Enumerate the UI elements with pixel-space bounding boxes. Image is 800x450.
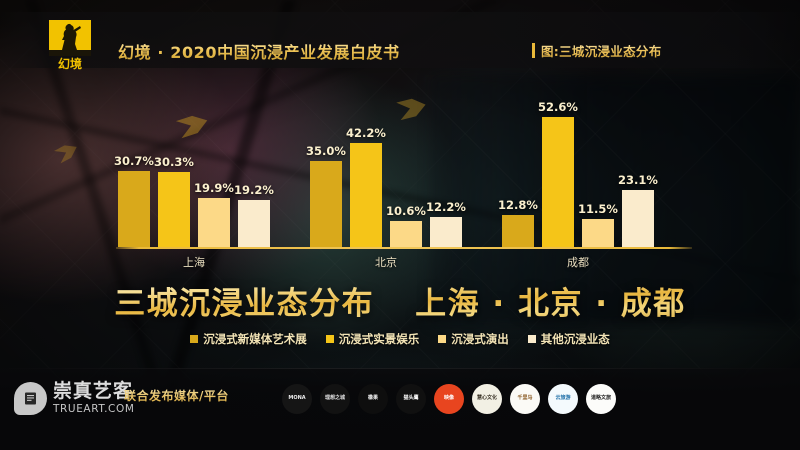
footer-divider	[0, 368, 800, 369]
bar-上海-沉浸式实景娱乐	[158, 172, 190, 247]
partner-logo-caption: 云旅游	[555, 395, 571, 402]
figure-caption: 图:三城沉浸业态分布	[532, 41, 662, 60]
legend-item-3[interactable]: 其他沉浸业态	[527, 331, 610, 347]
partner-logo-caption: 橡果	[367, 395, 378, 402]
bar-成都-沉浸式实景娱乐	[542, 117, 574, 247]
speech-bubble-icon	[14, 382, 47, 415]
partner-ideal-city-logo-icon[interactable]: 理想之城	[320, 384, 350, 414]
partner-logo-caption: 映像	[443, 395, 454, 402]
bar-value-label: 12.8%	[498, 198, 538, 212]
partner-logo-row: MONA 理想之城 橡果 猫头鹰 映像 慧心文化 千里马 云旅游 道略文旅	[282, 384, 616, 414]
partner-huixin-culture-logo-icon[interactable]: 慧心文化	[472, 384, 502, 414]
partner-owl-logo-icon[interactable]: 猫头鹰	[396, 384, 426, 414]
bar-value-label: 42.2%	[346, 126, 386, 140]
hero-title: 三城沉浸业态分布 上海 · 北京 · 成都	[0, 278, 800, 323]
bar-value-label: 30.7%	[114, 154, 154, 168]
partner-logo-caption: 理想之城	[324, 395, 345, 402]
figure-caption-text: 图:三城沉浸业态分布	[541, 41, 662, 60]
partner-horse-logo-icon[interactable]: 千里马	[510, 384, 540, 414]
bar-value-label: 10.6%	[386, 204, 426, 218]
partner-logo-caption: 道略文旅	[590, 395, 611, 402]
bar-value-label: 52.6%	[538, 100, 578, 114]
bar-上海-沉浸式演出	[198, 198, 230, 247]
bar-value-label: 23.1%	[618, 173, 658, 187]
watermark-trueart[interactable]: 崇真艺客 TRUEART.COM	[14, 382, 135, 415]
bar-value-label: 19.9%	[194, 181, 234, 195]
bar-北京-沉浸式新媒体艺术展	[310, 161, 342, 247]
bar-value-label: 12.2%	[426, 200, 466, 214]
watermark-name-en: TRUEART.COM	[53, 403, 135, 416]
slide-header: 幻境 幻境 · 2020中国沉浸产业发展白皮书 图:三城沉浸业态分布	[0, 12, 800, 71]
legend-label: 沉浸式新媒体艺术展	[203, 332, 307, 346]
bar-value-label: 19.2%	[234, 183, 274, 197]
partner-logo-caption: 千里马	[517, 395, 533, 402]
legend-item-1[interactable]: 沉浸式实景娱乐	[325, 331, 420, 347]
brand-logo-text: 幻境	[57, 57, 82, 71]
slide-footer: 崇真艺客 TRUEART.COM 联合发布媒体/平台 MONA 理想之城 橡果 猫头鹰…	[0, 368, 800, 450]
partner-logo-caption: MONA	[288, 395, 306, 402]
bar-上海-沉浸式新媒体艺术展	[118, 171, 150, 247]
bar-chart: 30.7% 30.3% 19.9% 19.2% 上海 35.0% 42.2% 10.6% 12.…	[0, 78, 800, 269]
partner-strategy-travel-logo-icon[interactable]: 道略文旅	[586, 384, 616, 414]
legend-swatch-icon	[190, 335, 199, 343]
legend-swatch-icon	[438, 335, 447, 343]
bar-成都-沉浸式新媒体艺术展	[502, 215, 534, 247]
legend-label: 其他沉浸业态	[540, 332, 610, 346]
x-axis-label-上海: 上海	[183, 256, 205, 269]
legend-item-2[interactable]: 沉浸式演出	[438, 331, 509, 347]
bar-value-label: 30.3%	[154, 155, 194, 169]
partner-acorn-logo-icon[interactable]: 橡果	[358, 384, 388, 414]
legend-label: 沉浸式实景娱乐	[338, 332, 420, 346]
chart-legend: 沉浸式新媒体艺术展 沉浸式实景娱乐 沉浸式演出 其他沉浸业态	[0, 331, 800, 347]
bar-成都-其他沉浸业态	[622, 190, 654, 247]
bar-成都-沉浸式演出	[582, 219, 614, 247]
legend-label: 沉浸式演出	[451, 332, 509, 346]
hero-title-cities: 上海 · 北京 · 成都	[415, 286, 686, 322]
watermark-name-cn: 崇真艺客	[53, 380, 134, 403]
legend-item-0[interactable]: 沉浸式新媒体艺术展	[190, 331, 307, 347]
chevron-ornament-icon	[51, 137, 83, 167]
hero-title-spacer	[386, 286, 402, 322]
brand-logo: 幻境	[49, 20, 91, 72]
legend-swatch-icon	[527, 335, 536, 343]
guardian-figure-icon	[49, 20, 91, 56]
publishers-label: 联合发布媒体/平台	[124, 389, 229, 403]
partner-orange-camera-logo-icon[interactable]: 映像	[434, 384, 464, 414]
MONA-logo-icon[interactable]: MONA	[282, 384, 312, 414]
x-axis-label-成都: 成都	[567, 256, 589, 269]
partner-cloud-logo-icon[interactable]: 云旅游	[548, 384, 578, 414]
bar-北京-沉浸式演出	[390, 221, 422, 247]
bar-value-label: 35.0%	[306, 144, 346, 158]
x-axis-label-北京: 北京	[375, 256, 397, 269]
hero-title-main: 三城沉浸业态分布	[114, 286, 375, 322]
bar-上海-其他沉浸业态	[238, 200, 270, 247]
bar-北京-其他沉浸业态	[430, 217, 462, 247]
page-title: 幻境 · 2020中国沉浸产业发展白皮书	[118, 39, 400, 63]
bar-value-label: 11.5%	[578, 202, 618, 216]
legend-swatch-icon	[325, 335, 334, 343]
caption-accent-bar	[532, 43, 535, 58]
partner-logo-caption: 慧心文化	[476, 395, 497, 402]
chevron-ornament-icon	[172, 107, 214, 143]
bar-北京-沉浸式实景娱乐	[350, 143, 382, 247]
chart-baseline-axis	[116, 247, 692, 249]
partner-logo-caption: 猫头鹰	[403, 395, 419, 402]
chevron-ornament-icon	[393, 92, 432, 124]
